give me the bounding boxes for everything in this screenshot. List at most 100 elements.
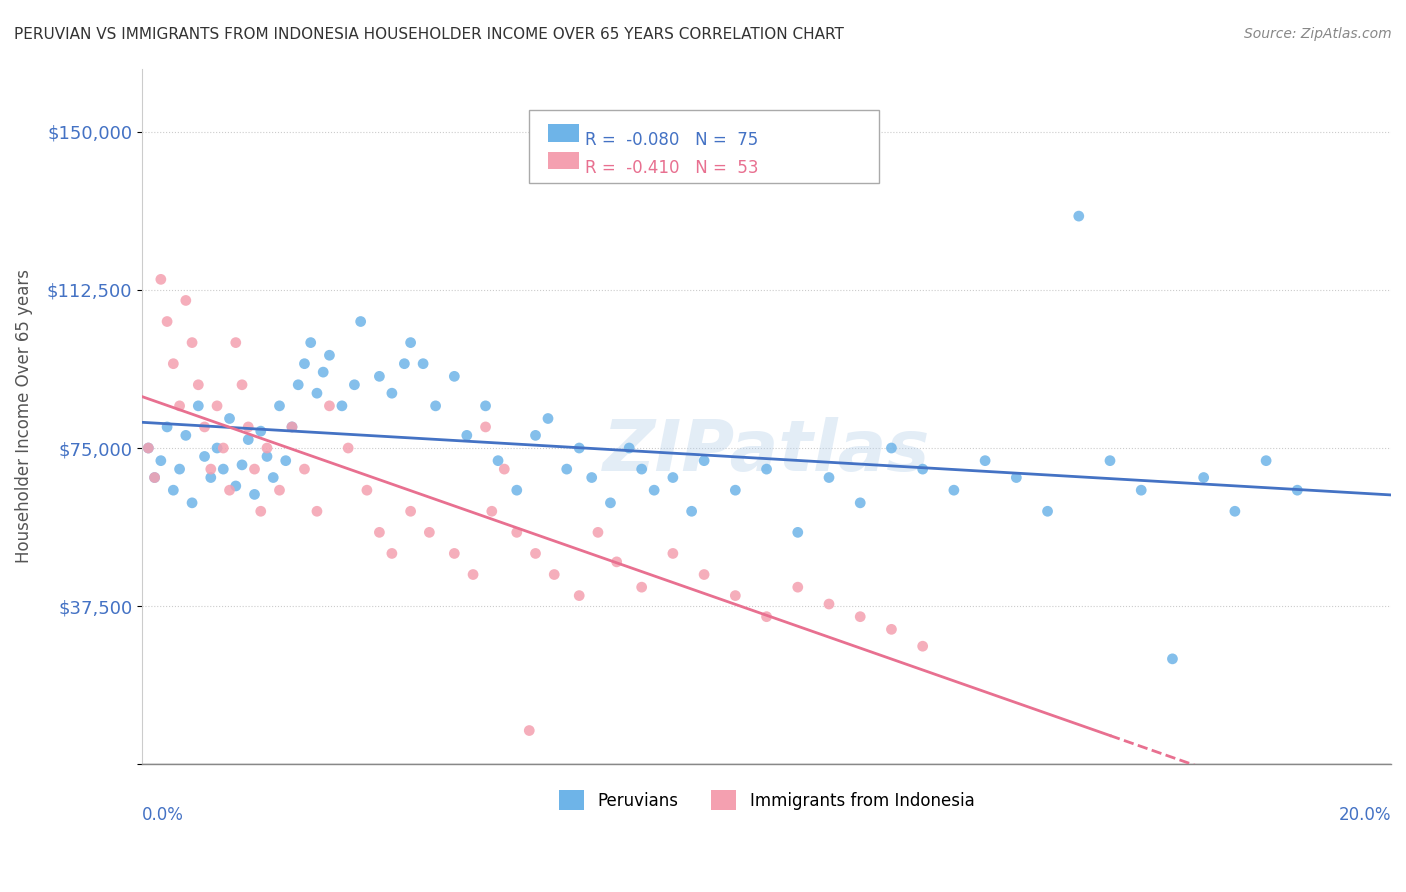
Point <box>381 546 404 560</box>
Point <box>880 623 903 637</box>
Point <box>299 335 322 350</box>
Point <box>205 399 228 413</box>
Point <box>494 462 516 476</box>
Point <box>274 453 297 467</box>
Point <box>294 357 316 371</box>
Point <box>256 441 278 455</box>
Point <box>693 453 716 467</box>
Point <box>581 470 603 484</box>
Point <box>231 377 253 392</box>
Text: Source: ZipAtlas.com: Source: ZipAtlas.com <box>1244 27 1392 41</box>
Text: 0.0%: 0.0% <box>142 806 184 824</box>
Point <box>1098 453 1121 467</box>
Point <box>568 589 591 603</box>
Point <box>1161 652 1184 666</box>
Point <box>1036 504 1059 518</box>
Point <box>287 377 309 392</box>
Text: 20.0%: 20.0% <box>1339 806 1391 824</box>
Point <box>218 411 240 425</box>
Point <box>269 483 291 498</box>
Point <box>537 411 560 425</box>
Point <box>238 420 260 434</box>
Point <box>506 525 529 540</box>
Point <box>200 470 222 484</box>
Point <box>368 525 391 540</box>
Point <box>418 525 440 540</box>
Point <box>149 272 172 286</box>
Point <box>205 441 228 455</box>
Point <box>942 483 965 498</box>
Point <box>225 479 247 493</box>
Point <box>256 450 278 464</box>
Point <box>606 555 628 569</box>
Bar <box>548 152 579 169</box>
Point <box>617 441 640 455</box>
Point <box>543 567 565 582</box>
Point <box>425 399 447 413</box>
Point <box>681 504 703 518</box>
Point <box>318 399 340 413</box>
Point <box>249 504 271 518</box>
Point <box>1192 470 1215 484</box>
Point <box>481 504 503 518</box>
Point <box>156 314 179 328</box>
Point <box>786 580 808 594</box>
Point <box>786 525 808 540</box>
Y-axis label: Householder Income Over 65 years: Householder Income Over 65 years <box>15 269 32 564</box>
Point <box>599 496 621 510</box>
Point <box>169 462 191 476</box>
Point <box>724 483 747 498</box>
Point <box>181 335 204 350</box>
Point <box>662 470 685 484</box>
Point <box>662 546 685 560</box>
Point <box>269 399 291 413</box>
Point <box>225 335 247 350</box>
Point <box>162 483 184 498</box>
Point <box>630 580 652 594</box>
Legend: Peruvians, Immigrants from Indonesia: Peruvians, Immigrants from Indonesia <box>550 781 983 819</box>
Text: PERUVIAN VS IMMIGRANTS FROM INDONESIA HOUSEHOLDER INCOME OVER 65 YEARS CORRELATI: PERUVIAN VS IMMIGRANTS FROM INDONESIA HO… <box>14 27 844 42</box>
Point <box>138 441 160 455</box>
Point <box>212 441 235 455</box>
Point <box>412 357 434 371</box>
Point <box>755 609 778 624</box>
Point <box>262 470 284 484</box>
Point <box>281 420 304 434</box>
Point <box>249 424 271 438</box>
FancyBboxPatch shape <box>529 111 879 184</box>
Point <box>461 567 484 582</box>
Point <box>181 496 204 510</box>
Text: R =  -0.410   N =  53: R = -0.410 N = 53 <box>561 162 745 180</box>
Point <box>1005 470 1028 484</box>
Point <box>911 462 934 476</box>
Point <box>399 504 422 518</box>
Text: R =  -0.410   N =  53: R = -0.410 N = 53 <box>585 159 759 177</box>
Point <box>200 462 222 476</box>
Point <box>174 428 197 442</box>
Point <box>443 546 465 560</box>
Point <box>356 483 378 498</box>
Point <box>486 453 509 467</box>
Point <box>162 357 184 371</box>
Point <box>1256 453 1278 467</box>
Point <box>818 470 841 484</box>
Point <box>643 483 665 498</box>
Point <box>568 441 591 455</box>
Point <box>1130 483 1153 498</box>
Point <box>755 462 778 476</box>
Point <box>156 420 179 434</box>
Point <box>381 386 404 401</box>
Point <box>149 453 172 467</box>
Point <box>305 504 328 518</box>
Bar <box>548 124 579 142</box>
Point <box>555 462 578 476</box>
Point <box>849 609 872 624</box>
Point <box>143 470 166 484</box>
Point <box>343 377 366 392</box>
Point <box>818 597 841 611</box>
Point <box>456 428 478 442</box>
Point <box>187 399 209 413</box>
Point <box>506 483 529 498</box>
Point <box>318 348 340 362</box>
Point <box>849 496 872 510</box>
